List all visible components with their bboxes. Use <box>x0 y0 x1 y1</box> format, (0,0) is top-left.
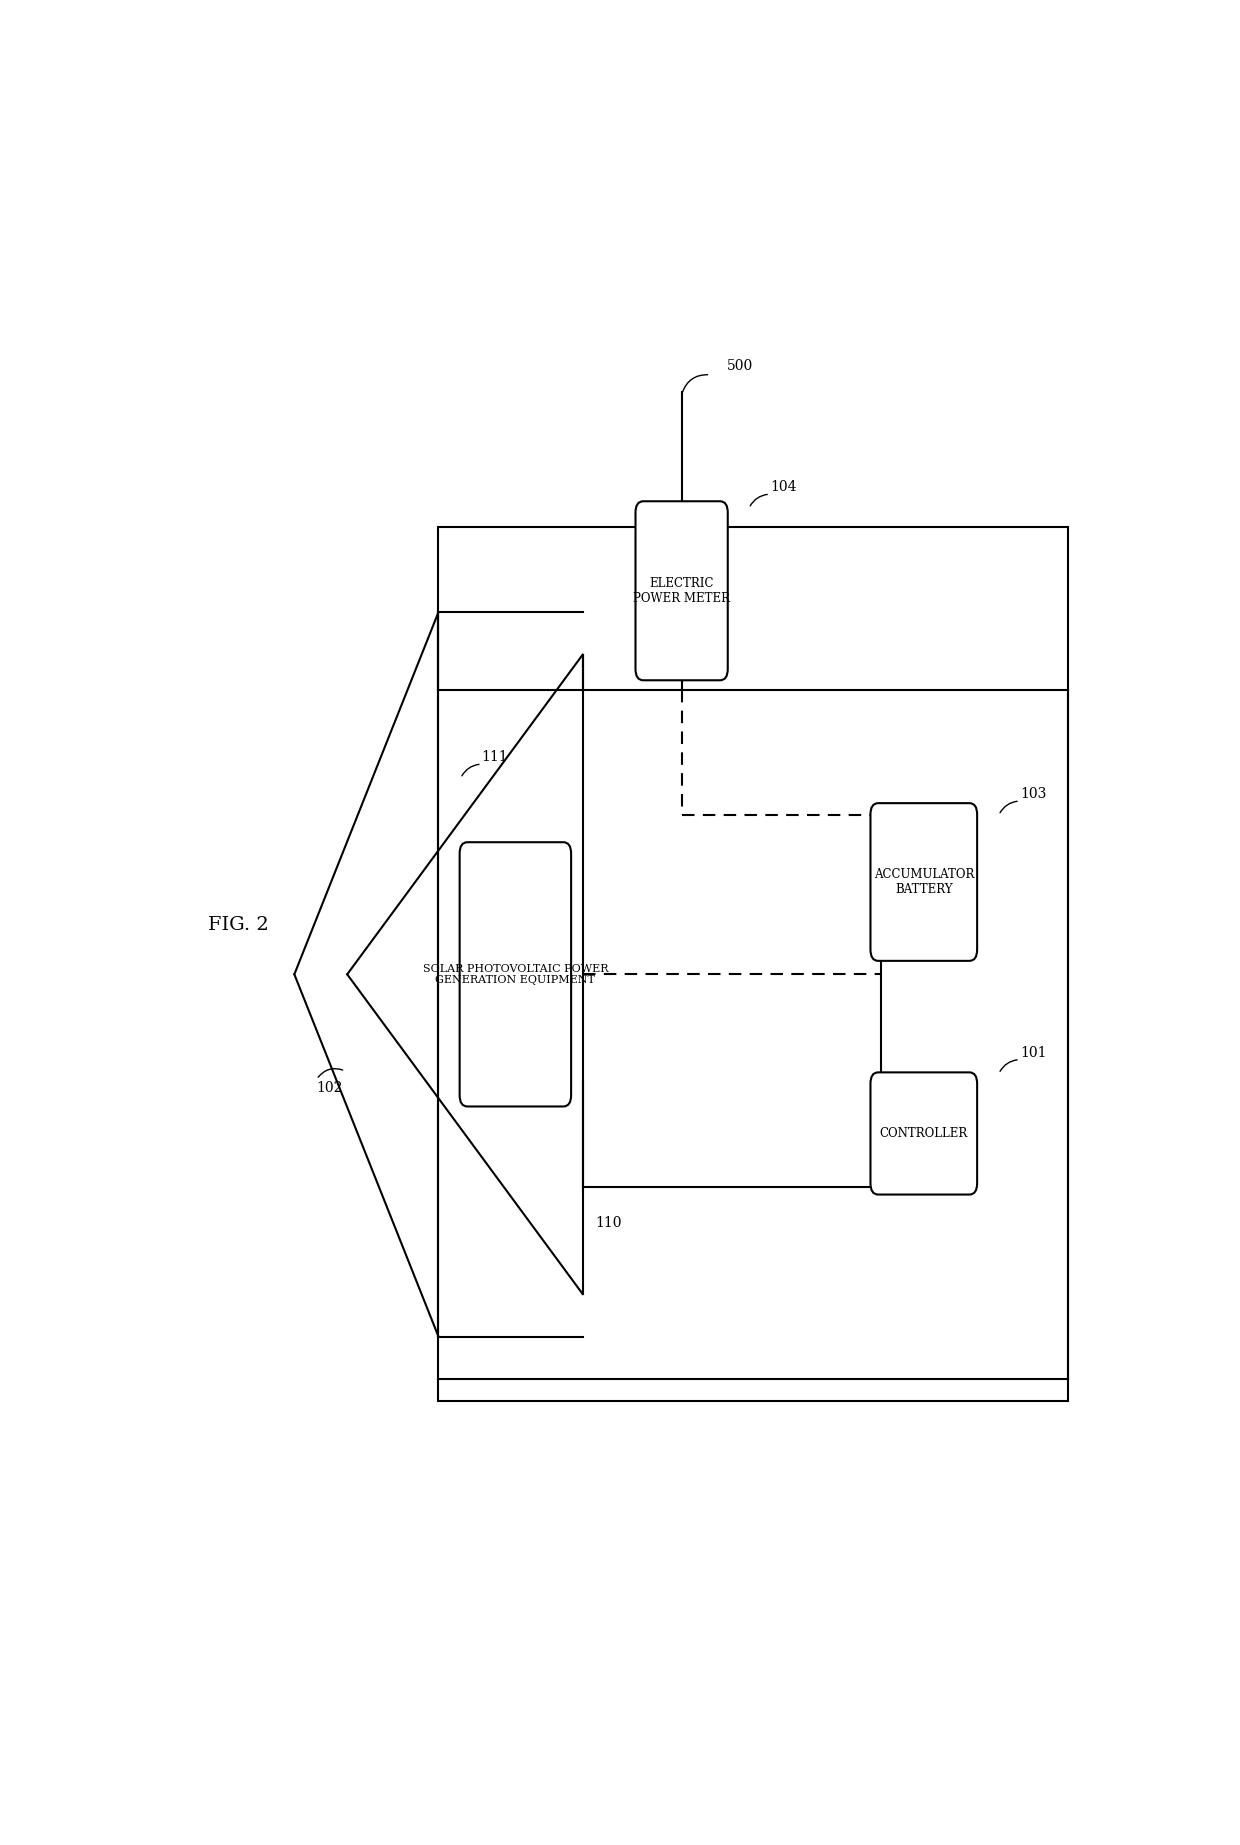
Text: CONTROLLER: CONTROLLER <box>879 1127 968 1140</box>
Text: 500: 500 <box>727 360 753 373</box>
Text: 104: 104 <box>770 480 796 494</box>
FancyBboxPatch shape <box>635 502 728 681</box>
Text: ACCUMULATOR
BATTERY: ACCUMULATOR BATTERY <box>874 867 973 897</box>
FancyBboxPatch shape <box>870 1072 977 1194</box>
Text: 110: 110 <box>595 1216 621 1231</box>
Text: 101: 101 <box>1019 1046 1047 1059</box>
Text: 102: 102 <box>316 1081 342 1094</box>
Text: 103: 103 <box>1019 788 1047 801</box>
Bar <box>439 528 1068 1400</box>
FancyBboxPatch shape <box>460 841 572 1107</box>
Text: ELECTRIC
POWER METER: ELECTRIC POWER METER <box>634 577 730 605</box>
Text: 111: 111 <box>481 751 508 764</box>
FancyBboxPatch shape <box>870 803 977 961</box>
Text: SOLAR PHOTOVOLTAIC POWER
GENERATION EQUIPMENT: SOLAR PHOTOVOLTAIC POWER GENERATION EQUI… <box>423 963 608 985</box>
Text: FIG. 2: FIG. 2 <box>208 915 269 934</box>
